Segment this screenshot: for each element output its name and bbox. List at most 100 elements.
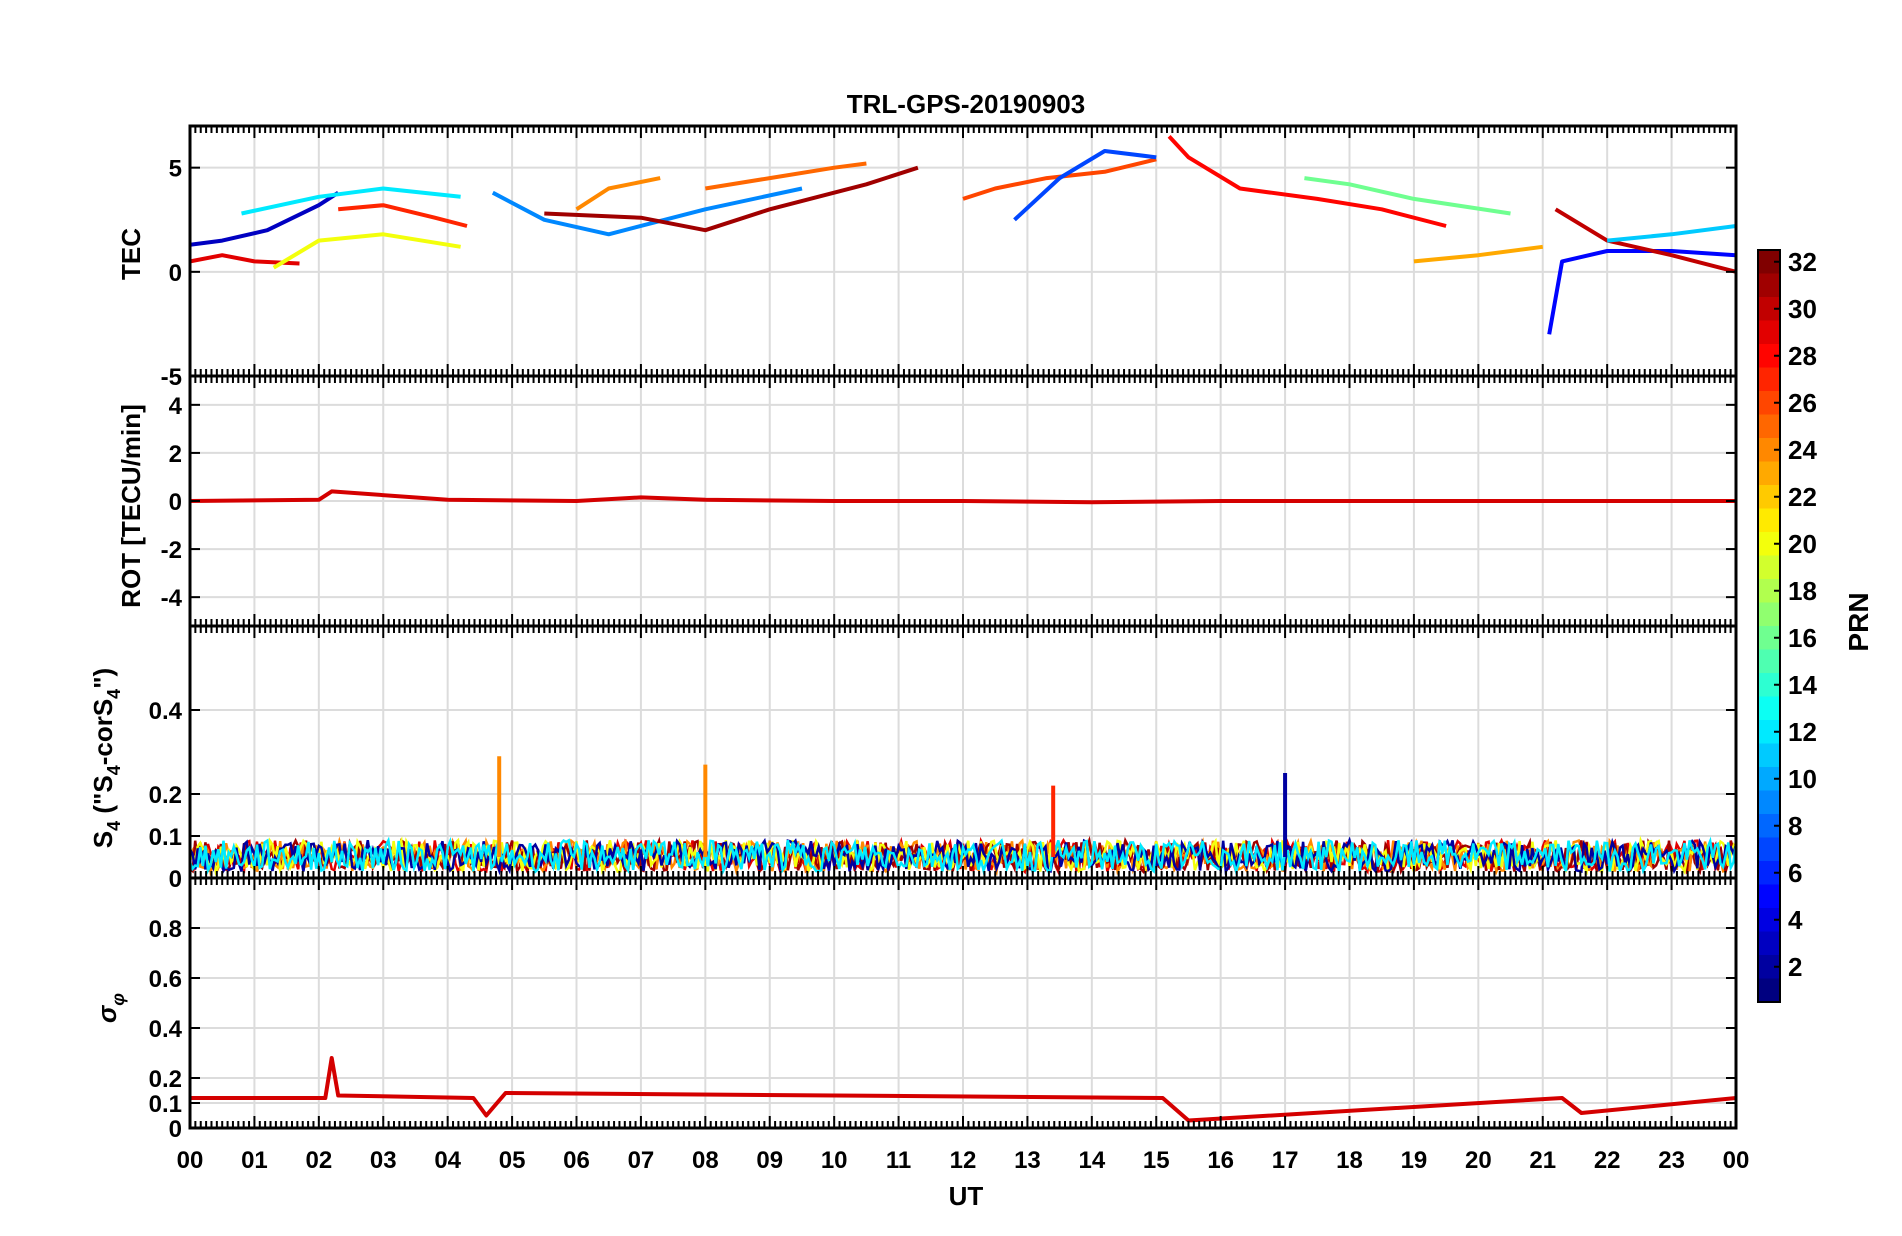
colorbar-segment	[1758, 602, 1780, 627]
colorbar-segment	[1758, 955, 1780, 979]
colorbar-tick-label: 12	[1788, 717, 1817, 747]
series-group	[190, 1056, 1736, 1123]
colorbar-segment	[1758, 579, 1780, 603]
colorbar-segment	[1758, 931, 1780, 956]
colorbar-frame	[1757, 249, 1781, 1003]
x-tick-label: 13	[1014, 1147, 1041, 1174]
series-group	[190, 135, 1736, 335]
series-group	[190, 489, 1736, 505]
x-tick-label: 02	[305, 1147, 332, 1174]
x-tick-label: 22	[1594, 1147, 1621, 1174]
y-tick-label: 0.1	[149, 824, 182, 851]
colorbar-segment	[1758, 743, 1780, 768]
chart-title: TRL-GPS-20190903	[847, 89, 1085, 119]
series-line	[704, 161, 867, 191]
colorbar-segment	[1758, 508, 1780, 533]
x-tick-label: 07	[628, 1147, 655, 1174]
colorbar-tick-label: 14	[1788, 670, 1817, 700]
series-line	[190, 489, 1736, 505]
x-tick-label: 09	[756, 1147, 783, 1174]
colorbar-segment	[1758, 626, 1780, 650]
y-tick-label: 0	[169, 489, 182, 516]
colorbar-segment	[1758, 461, 1780, 486]
colorbar-segment	[1758, 273, 1780, 298]
y-tick-label: 0.2	[149, 1066, 182, 1093]
colorbar-tick-label: 2	[1788, 952, 1802, 982]
colorbar-tick-label: 26	[1788, 388, 1817, 418]
colorbar-segment	[1758, 391, 1780, 415]
x-tick-label: 15	[1143, 1147, 1170, 1174]
x-tick-label: 00	[177, 1147, 204, 1174]
colorbar-tick-label: 4	[1788, 905, 1803, 935]
x-tick-label: 14	[1078, 1147, 1105, 1174]
tec-y-label: TEC	[116, 228, 146, 280]
colorbar-tick-label: 18	[1788, 576, 1817, 606]
colorbar-segment	[1758, 837, 1780, 862]
x-tick-label: 19	[1401, 1147, 1428, 1174]
y-tick-label: 0.6	[149, 966, 182, 993]
colorbar-tick-label: 16	[1788, 623, 1817, 653]
series-line	[190, 1056, 1736, 1123]
x-tick-label: 05	[499, 1147, 526, 1174]
series-line	[190, 836, 1736, 876]
y-tick-label: 0	[169, 866, 182, 893]
colorbar-label: PRN	[1843, 592, 1874, 651]
y-tick-label: 0.4	[149, 698, 183, 725]
colorbar-segment	[1758, 767, 1780, 791]
y-tick-label: 0.2	[149, 782, 182, 809]
y-tick-label: -2	[161, 537, 182, 564]
series-line	[1304, 176, 1511, 216]
sigma-y-label: σφ	[92, 993, 128, 1023]
colorbar-segment	[1758, 555, 1780, 580]
series-line	[491, 186, 803, 237]
x-tick-label: 18	[1336, 1147, 1363, 1174]
x-tick-label: 01	[241, 1147, 268, 1174]
colorbar-segment	[1758, 344, 1780, 368]
colorbar-tick-label: 20	[1788, 529, 1817, 559]
series-line	[190, 253, 300, 266]
colorbar-segment	[1758, 861, 1780, 885]
colorbar-tick-label: 24	[1788, 435, 1817, 465]
y-tick-label: 0	[169, 260, 182, 287]
s4-y-label: S4 ("S4-corS4")	[88, 668, 124, 848]
x-tick-label: 21	[1529, 1147, 1556, 1174]
x-tick-label: 03	[370, 1147, 397, 1174]
series-line	[241, 186, 461, 216]
series-line	[1607, 224, 1736, 243]
series-line	[338, 203, 468, 228]
series-line	[272, 232, 461, 270]
colorbar-segment	[1758, 320, 1780, 345]
colorbar: 32 30 28 26 24 22 20 18 16 14 12 10 8 6 4 2	[1757, 247, 1817, 1003]
colorbar-segment	[1758, 696, 1780, 721]
x-tick-label: 17	[1272, 1147, 1299, 1174]
x-tick-label: 04	[434, 1147, 461, 1174]
colorbar-segment	[1758, 884, 1780, 909]
colorbar-segment	[1758, 908, 1780, 932]
x-tick-label: 20	[1465, 1147, 1492, 1174]
colorbar-tick-label: 30	[1788, 294, 1817, 324]
series-line	[1413, 244, 1544, 264]
colorbar-segment	[1758, 814, 1780, 838]
y-tick-label: 2	[169, 441, 182, 468]
y-tick-label: 0	[169, 1116, 182, 1143]
colorbar-segment	[1758, 414, 1780, 439]
colorbar-segment	[1758, 720, 1780, 744]
colorbar-segment	[1758, 367, 1780, 392]
colorbar-tick-label: 10	[1788, 764, 1817, 794]
colorbar-tick-label: 28	[1788, 341, 1817, 371]
series-line	[190, 191, 340, 247]
colorbar-segment	[1758, 250, 1780, 274]
series-line	[575, 176, 661, 211]
x-tick-label: 08	[692, 1147, 719, 1174]
panel-3: 0 0.1 0.2 0.4	[149, 624, 1738, 893]
colorbar-segment	[1758, 673, 1780, 697]
panel-2: -4 -2 0 2 4	[161, 374, 1738, 628]
colorbar-segment	[1758, 297, 1780, 321]
y-tick-label: 0.1	[149, 1091, 182, 1118]
y-tick-label: -4	[161, 585, 183, 612]
y-tick-label: 4	[169, 393, 183, 420]
x-tick-label: 23	[1658, 1147, 1685, 1174]
colorbar-segment	[1758, 438, 1780, 462]
x-tick-label: 00	[1723, 1147, 1750, 1174]
